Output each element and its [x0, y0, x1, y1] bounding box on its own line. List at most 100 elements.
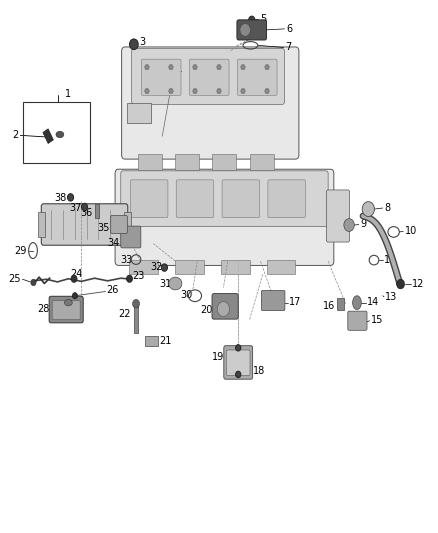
- Circle shape: [249, 16, 255, 23]
- Text: 38: 38: [55, 193, 67, 204]
- Text: 24: 24: [71, 269, 83, 279]
- Ellipse shape: [169, 277, 182, 290]
- Ellipse shape: [64, 300, 72, 306]
- Bar: [124, 212, 131, 237]
- Bar: [22, 102, 90, 163]
- Text: 5: 5: [261, 14, 267, 24]
- Text: 2: 2: [12, 131, 18, 140]
- Bar: [267, 260, 295, 274]
- Text: 15: 15: [371, 315, 383, 325]
- Circle shape: [145, 88, 149, 94]
- FancyBboxPatch shape: [176, 180, 214, 217]
- FancyBboxPatch shape: [52, 301, 80, 320]
- Ellipse shape: [56, 131, 64, 138]
- FancyBboxPatch shape: [237, 59, 277, 95]
- Bar: [212, 154, 237, 169]
- Text: 21: 21: [159, 336, 172, 346]
- Text: 7: 7: [286, 43, 292, 52]
- Text: 23: 23: [133, 271, 145, 281]
- FancyBboxPatch shape: [41, 204, 128, 245]
- Text: 18: 18: [253, 366, 265, 376]
- Bar: [250, 154, 274, 169]
- Circle shape: [133, 300, 140, 308]
- Circle shape: [81, 203, 88, 211]
- FancyBboxPatch shape: [261, 290, 285, 311]
- Circle shape: [397, 279, 405, 289]
- Circle shape: [240, 23, 251, 36]
- Circle shape: [217, 88, 221, 94]
- FancyBboxPatch shape: [226, 350, 250, 375]
- Text: 33: 33: [120, 255, 133, 264]
- Circle shape: [169, 88, 173, 94]
- Bar: [38, 212, 45, 237]
- Bar: [145, 336, 158, 346]
- Text: 26: 26: [106, 286, 119, 295]
- Text: 32: 32: [150, 262, 162, 271]
- FancyBboxPatch shape: [222, 180, 260, 217]
- Circle shape: [193, 88, 197, 94]
- Circle shape: [72, 293, 78, 299]
- Circle shape: [265, 88, 269, 94]
- Text: 22: 22: [118, 309, 131, 319]
- Circle shape: [217, 302, 230, 317]
- Bar: [175, 260, 204, 274]
- Circle shape: [127, 275, 133, 282]
- Ellipse shape: [353, 296, 361, 310]
- Text: 1: 1: [64, 88, 71, 99]
- FancyBboxPatch shape: [111, 215, 127, 233]
- Circle shape: [236, 371, 241, 377]
- Text: 31: 31: [159, 279, 172, 288]
- Bar: [95, 204, 99, 217]
- Circle shape: [67, 193, 74, 201]
- FancyBboxPatch shape: [122, 47, 299, 159]
- Bar: [43, 129, 53, 143]
- Text: 16: 16: [323, 301, 335, 311]
- Circle shape: [241, 88, 245, 94]
- FancyBboxPatch shape: [141, 59, 181, 95]
- Text: 8: 8: [384, 203, 390, 213]
- Text: 13: 13: [385, 292, 398, 302]
- Bar: [175, 154, 199, 169]
- FancyBboxPatch shape: [132, 49, 285, 104]
- FancyBboxPatch shape: [121, 226, 141, 248]
- Text: 9: 9: [360, 219, 366, 229]
- FancyBboxPatch shape: [326, 190, 350, 242]
- Circle shape: [217, 64, 221, 70]
- FancyBboxPatch shape: [121, 171, 328, 227]
- Circle shape: [344, 219, 354, 231]
- Text: 11: 11: [384, 255, 396, 264]
- Circle shape: [241, 64, 245, 70]
- Text: 29: 29: [14, 246, 27, 255]
- Text: 14: 14: [367, 297, 379, 307]
- Circle shape: [145, 64, 149, 70]
- Text: 25: 25: [9, 274, 21, 284]
- Circle shape: [193, 64, 197, 70]
- Text: 35: 35: [98, 223, 110, 233]
- FancyBboxPatch shape: [268, 180, 305, 217]
- Text: 27: 27: [53, 297, 65, 308]
- Text: 20: 20: [200, 305, 212, 315]
- Bar: [130, 260, 158, 274]
- Circle shape: [236, 345, 241, 351]
- Text: 19: 19: [212, 352, 224, 362]
- Text: 28: 28: [37, 304, 49, 314]
- Text: 6: 6: [287, 24, 293, 34]
- Text: 4: 4: [175, 66, 181, 76]
- Text: 34: 34: [107, 238, 120, 247]
- Circle shape: [161, 264, 167, 271]
- Circle shape: [130, 39, 138, 50]
- Bar: [134, 304, 138, 333]
- Text: 30: 30: [180, 289, 193, 300]
- Circle shape: [71, 275, 77, 282]
- FancyBboxPatch shape: [115, 169, 334, 265]
- FancyBboxPatch shape: [189, 59, 229, 95]
- Bar: [337, 298, 344, 310]
- FancyBboxPatch shape: [212, 294, 238, 319]
- Text: 17: 17: [289, 297, 301, 307]
- Circle shape: [169, 64, 173, 70]
- FancyBboxPatch shape: [237, 20, 267, 40]
- Circle shape: [265, 64, 269, 70]
- Bar: [127, 103, 151, 123]
- Text: 37: 37: [69, 203, 81, 213]
- Text: 3: 3: [140, 37, 146, 46]
